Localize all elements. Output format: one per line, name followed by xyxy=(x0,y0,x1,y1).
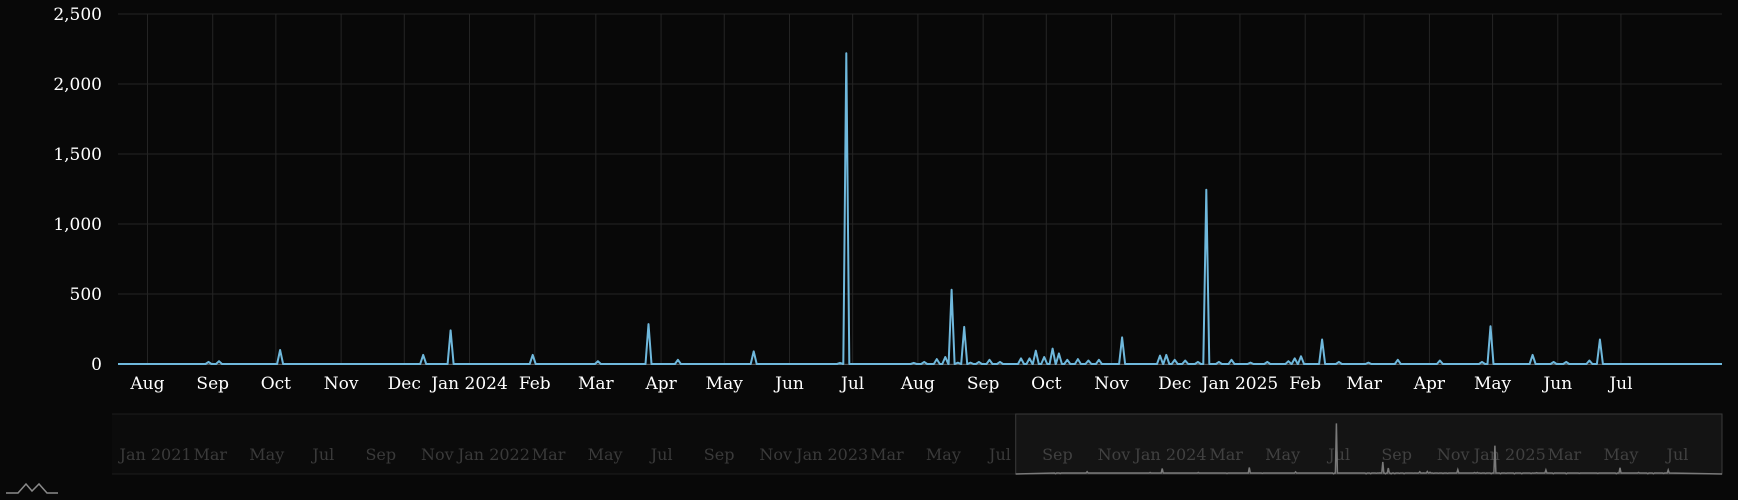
x-tick-label: Apr xyxy=(644,374,677,394)
series-line-0 xyxy=(118,52,1722,365)
navigator-tick-label: Sep xyxy=(1042,445,1073,464)
navigator-tick-label: Jan 2021 xyxy=(118,445,192,464)
navigator-tick-label: Sep xyxy=(704,445,735,464)
navigator-tick-label: Mar xyxy=(870,445,904,464)
navigator-tick-label: Mar xyxy=(532,445,566,464)
x-tick-label: Nov xyxy=(324,374,359,394)
y-tick-label: 2,500 xyxy=(53,5,102,25)
navigator-tick-label: Sep xyxy=(1381,445,1412,464)
navigator-tick-label: Nov xyxy=(1437,445,1470,464)
x-tick-label: Mar xyxy=(1346,374,1383,394)
y-tick-label: 0 xyxy=(91,355,102,375)
x-tick-label: Sep xyxy=(196,374,229,394)
series-layer xyxy=(118,52,1722,365)
navigator-tick-label: Jan 2022 xyxy=(456,445,530,464)
navigator-tick-label: Nov xyxy=(759,445,792,464)
navigator-tick-label: Jul xyxy=(987,445,1011,464)
x-tick-label: Oct xyxy=(1031,374,1061,394)
x-tick-label: May xyxy=(706,374,744,394)
navigator-tick-label: May xyxy=(249,445,284,464)
y-tick-label: 2,000 xyxy=(53,75,102,95)
navigator-tick-label: May xyxy=(1265,445,1300,464)
x-tick-label: Feb xyxy=(519,374,551,394)
x-tick-label: Feb xyxy=(1289,374,1321,394)
navigator-tick-label: Jul xyxy=(649,445,673,464)
x-tick-label: Dec xyxy=(388,374,421,394)
y-tick-label: 500 xyxy=(70,285,102,305)
navigator-series-line-0 xyxy=(1015,423,1723,475)
grid xyxy=(118,13,1722,365)
navigator-selection[interactable] xyxy=(1015,413,1723,475)
x-tick-label: Dec xyxy=(1158,374,1191,394)
navigator-background xyxy=(112,414,1722,474)
navigator-tick-label: Nov xyxy=(421,445,454,464)
x-tick-label: May xyxy=(1474,374,1512,394)
mountain-logo-icon xyxy=(6,482,58,494)
x-tick-label: Jun xyxy=(773,374,804,394)
x-tick-label: Nov xyxy=(1094,374,1129,394)
x-tick-label: Jul xyxy=(839,374,864,394)
x-tick-label: Jun xyxy=(1541,374,1572,394)
navigator[interactable]: Jan 2021 Mar May Jul Sep Nov Jan 2022 Mar May Jul… xyxy=(112,413,1723,475)
navigator-tick-label: Mar xyxy=(1548,445,1582,464)
navigator-tick-label: Jul xyxy=(1326,445,1350,464)
navigator-tick-label: Jan 2025 xyxy=(1472,445,1546,464)
y-axis: 0 500 1,000 1,500 2,000 2,500 xyxy=(53,5,102,375)
navigator-tick-label: May xyxy=(1603,445,1638,464)
navigator-tick-label: Jan 2023 xyxy=(794,445,868,464)
x-tick-label: Oct xyxy=(261,374,291,394)
x-tick-label: Jan 2024 xyxy=(429,374,508,394)
navigator-tick-label: Mar xyxy=(193,445,227,464)
navigator-tick-label: May xyxy=(926,445,961,464)
navigator-tick-label: Jul xyxy=(310,445,334,464)
navigator-tick-label: Jul xyxy=(1665,445,1689,464)
x-tick-label: Apr xyxy=(1413,374,1446,394)
x-tick-label: Aug xyxy=(900,374,935,394)
x-tick-label: Jan 2025 xyxy=(1200,374,1279,394)
y-tick-label: 1,000 xyxy=(53,215,102,235)
x-tick-label: Jul xyxy=(1607,374,1632,394)
navigator-tick-label: Mar xyxy=(1209,445,1243,464)
x-tick-label: Sep xyxy=(967,374,1000,394)
x-tick-label: Mar xyxy=(578,374,615,394)
y-tick-label: 1,500 xyxy=(53,145,102,165)
x-tick-label: Aug xyxy=(129,374,164,394)
navigator-tick-label: Nov xyxy=(1098,445,1131,464)
navigator-tick-label: Jan 2024 xyxy=(1132,445,1206,464)
navigator-tick-label: May xyxy=(588,445,623,464)
navigator-tick-label: Sep xyxy=(365,445,396,464)
